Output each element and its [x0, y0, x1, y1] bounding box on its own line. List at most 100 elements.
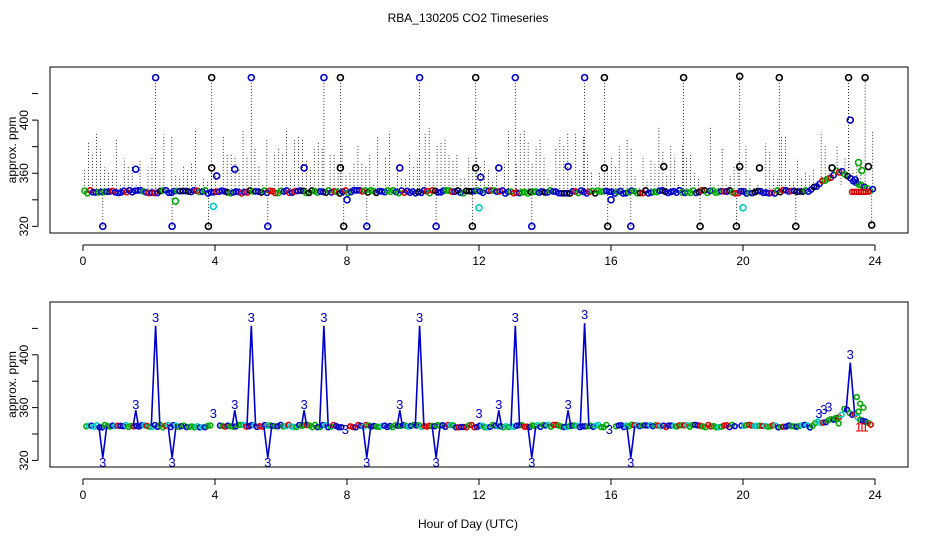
top-baseline-point [190, 186, 198, 194]
bottom-data-point [280, 423, 287, 430]
top-baseline-point [151, 189, 159, 197]
top-high-point [207, 73, 216, 82]
top-low-point [468, 222, 477, 231]
bottom-data-point [335, 424, 342, 431]
top-high-point [511, 73, 520, 82]
top-baseline-point [810, 183, 818, 191]
top-panel-frame [49, 66, 909, 234]
top-high-point [600, 73, 609, 82]
top-mid-point [828, 164, 836, 172]
top-baseline-point [698, 186, 706, 194]
top-high-point [471, 73, 480, 82]
bottom-trough-label: 3 [627, 455, 634, 470]
bottom-spike-line [318, 325, 329, 427]
bottom-data-point [853, 393, 861, 401]
bottom-data-point [603, 421, 610, 429]
x-axis-title: Hour of Day (UTC) [418, 517, 518, 531]
top-baseline-point [271, 189, 279, 197]
bottom-peak-label: 3 [581, 307, 588, 322]
bottom-data-point [141, 422, 148, 429]
bottom-panel-x-axis: 0 4 8 12 16 20 24 [80, 478, 882, 502]
top-baseline-point [457, 189, 464, 197]
top-baseline-point [684, 188, 692, 196]
top-y-tick-label: 400 [17, 110, 31, 130]
bottom-spike-line [231, 410, 239, 427]
bottom-spike-line [579, 323, 590, 427]
bottom-data-point [349, 423, 357, 431]
bottom-data-point [715, 423, 723, 431]
top-high-point [336, 73, 345, 82]
bottom-data-point [146, 423, 153, 430]
bottom-data-point [248, 421, 255, 429]
bottom-y-tick-label: 320 [17, 450, 31, 470]
top-mid-point [851, 176, 860, 184]
bottom-data-point [597, 423, 605, 431]
top-low-point [603, 222, 612, 231]
bottom-data-point [170, 421, 177, 429]
top-mid-point [171, 197, 180, 205]
bottom-trough-label: 3 [99, 455, 106, 470]
top-mid-point [476, 173, 485, 182]
top-baseline-point [563, 189, 571, 197]
top-baseline-point [628, 187, 636, 195]
bottom-peak-label: 3 [248, 310, 255, 325]
bottom-data-point [362, 421, 370, 429]
bottom-x-tick-label: 0 [80, 488, 87, 502]
top-mid-point [857, 166, 866, 175]
top-baseline-point [862, 188, 869, 196]
bottom-peak-label: 3 [564, 397, 571, 412]
top-baseline-point [429, 186, 436, 194]
bottom-peak-label: 3 [152, 310, 159, 325]
bottom-data-point [290, 423, 298, 431]
top-baseline-point [434, 188, 442, 196]
bottom-spike-line [495, 410, 503, 427]
bottom-panel-series-lines [98, 323, 856, 458]
top-high-point [415, 73, 424, 82]
bottom-panel-frame [49, 301, 909, 468]
bottom-ramp-label: 3 [820, 402, 827, 417]
top-panel-y-axis: 320 360 400 [17, 93, 39, 236]
top-baseline-point [114, 189, 122, 197]
top-baseline-point [196, 188, 204, 196]
top-baseline-point [754, 187, 762, 195]
bottom-peak-label: 3 [132, 397, 139, 412]
bottom-data-point [615, 422, 622, 429]
top-high-point [679, 73, 688, 82]
top-high-point [735, 72, 744, 81]
bottom-trough-label: 3 [264, 455, 271, 470]
top-low-point [432, 222, 440, 231]
bottom-data-point [319, 421, 327, 429]
top-low-point [791, 222, 800, 231]
bottom-red-label: 1 [861, 419, 868, 434]
top-mid-point [132, 165, 140, 174]
bottom-peak-label: 3 [512, 310, 519, 325]
top-low-point [99, 222, 107, 231]
bottom-data-point [681, 422, 688, 429]
top-high-point [580, 73, 589, 82]
top-baseline-point [732, 189, 739, 197]
bottom-data-point [720, 422, 728, 429]
top-mid-point [231, 165, 239, 174]
top-x-tick-label: 12 [472, 254, 486, 268]
top-panel-y-axis-title: approx. ppm [5, 117, 19, 184]
top-low-point [204, 222, 213, 231]
bottom-data-point [867, 421, 874, 428]
bottom-data-point [835, 420, 842, 427]
top-baseline-point [330, 187, 338, 195]
top-baseline-point [541, 189, 549, 196]
bottom-x-tick-label: 8 [344, 488, 351, 502]
bottom-data-point [272, 423, 279, 430]
bottom-spike-line [167, 425, 177, 458]
bottom-trough-label: 3 [363, 455, 370, 470]
top-y-tick-label: 360 [17, 163, 31, 183]
bottom-data-point [855, 408, 862, 415]
bottom-spike-line [527, 425, 537, 458]
bottom-data-point [860, 404, 867, 411]
bottom-data-point [476, 422, 483, 429]
top-mid-point [735, 162, 744, 171]
bottom-peak-label: 3 [495, 397, 502, 412]
top-low-point [362, 222, 371, 231]
top-x-tick-label: 16 [604, 254, 618, 268]
top-x-tick-label: 4 [212, 254, 219, 268]
bottom-ramp-label: 3 [815, 406, 822, 421]
